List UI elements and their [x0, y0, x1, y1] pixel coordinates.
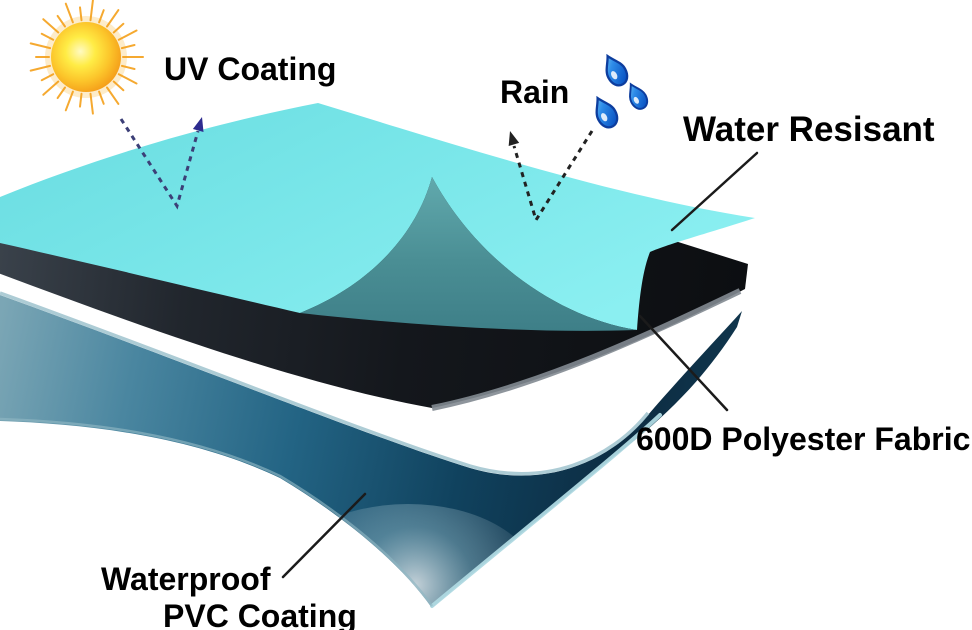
sun-ray: [40, 73, 55, 82]
uv-arrowhead: [192, 117, 204, 132]
bottom-layer-top-edge-highlight: [0, 291, 650, 476]
polyester-fabric-label: 600D Polyester Fabric: [636, 421, 971, 457]
sun-ray: [112, 22, 125, 34]
bottom-layer-right-edge-highlight: [430, 413, 662, 608]
bottom-layer-left-edge-highlight: [0, 417, 434, 607]
sun-ray: [117, 29, 138, 41]
water-resistant-pointer-line: [670, 151, 759, 232]
sun-ray: [64, 2, 74, 24]
rain-label: Rain: [500, 74, 570, 110]
rain-drop-icon: [605, 53, 629, 87]
sun-ray: [117, 73, 138, 85]
sun-ray: [40, 32, 55, 41]
rain-drop-icon: [595, 95, 619, 129]
sun-icon: [29, 0, 144, 115]
sun-ray: [89, 92, 94, 115]
uv-reflect-arrow-icon: [119, 117, 204, 210]
sun-ray: [56, 14, 66, 28]
rain-drops-icon: [595, 53, 649, 129]
sun-ray: [79, 6, 83, 22]
sun-ray: [98, 90, 105, 105]
sun-ray: [64, 90, 74, 112]
rain-reflect-arrow-icon: [508, 130, 594, 224]
sun-ray: [112, 80, 125, 92]
middle-layer-thickness-edge: [431, 288, 742, 411]
sun-ray: [98, 9, 105, 24]
sun-ray: [89, 0, 94, 22]
sun-ray: [56, 86, 66, 100]
bottom-layer-surface: [0, 295, 742, 608]
waterproof-label-line2: PVC Coating: [163, 598, 357, 630]
rain-arrowhead: [508, 131, 520, 146]
sun-ray: [42, 18, 60, 34]
sun-disc: [51, 22, 121, 92]
sun-ray: [29, 64, 52, 72]
waterproof-label-line1: Waterproof: [101, 561, 271, 597]
sun-ray: [79, 92, 83, 108]
sun-ray: [29, 42, 52, 50]
uv-coating-label: UV Coating: [164, 51, 337, 87]
polyester-pointer-line: [638, 314, 729, 412]
sun-ray: [106, 9, 120, 28]
sun-ray: [106, 86, 120, 105]
rain-drop-icon: [629, 82, 649, 110]
sun-ray: [120, 64, 136, 70]
sun-rays: [29, 0, 144, 115]
top-layer-curl-underside: [300, 177, 637, 331]
sun-ray: [120, 44, 136, 50]
pvc-pointer-line: [281, 492, 367, 579]
water-resistant-label: Water Resisant: [683, 110, 935, 149]
sun-ray: [42, 80, 60, 96]
